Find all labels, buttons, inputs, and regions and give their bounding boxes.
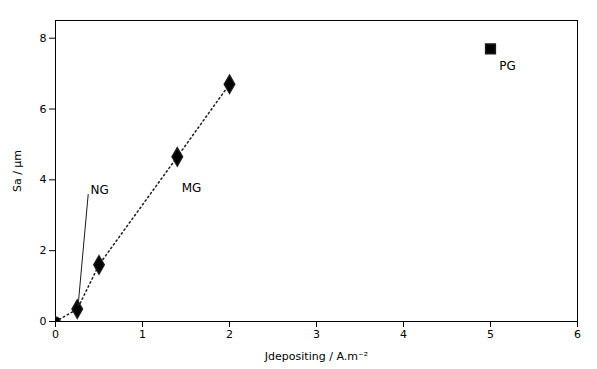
svg-text:0: 0 [40, 315, 47, 328]
svg-text:4: 4 [400, 328, 407, 341]
svg-text:0: 0 [52, 328, 59, 341]
svg-text:6: 6 [574, 328, 581, 341]
svg-text:NG: NG [91, 183, 109, 197]
svg-text:1: 1 [139, 328, 146, 341]
svg-text:2: 2 [226, 328, 233, 341]
svg-text:Sa / µm: Sa / µm [11, 150, 24, 192]
svg-text:2: 2 [40, 244, 47, 257]
svg-text:8: 8 [40, 32, 47, 45]
svg-text:6: 6 [40, 103, 47, 116]
svg-text:Jdepositing / A.m⁻²: Jdepositing / A.m⁻² [264, 350, 368, 363]
svg-text:PG: PG [499, 59, 516, 73]
svg-text:5: 5 [487, 328, 494, 341]
svg-text:4: 4 [40, 173, 47, 186]
svg-text:3: 3 [313, 328, 320, 341]
svg-text:MG: MG [182, 181, 202, 195]
